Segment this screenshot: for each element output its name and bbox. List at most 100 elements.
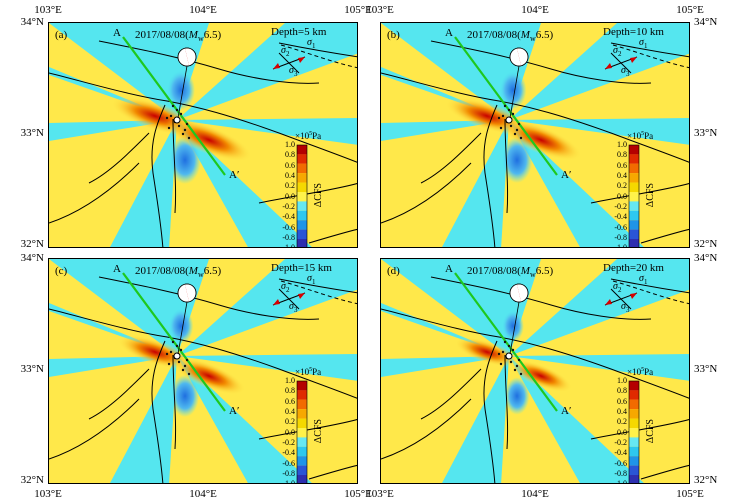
aftershock-dot xyxy=(501,114,505,118)
map-panel-b: (b) Depth=10 km 2017/08/08(Mw6.5) A A′ σ1 σ2 σ3… xyxy=(380,22,690,248)
sigma-index: 3 xyxy=(293,306,298,314)
positive-stress-lobe xyxy=(509,23,617,120)
fault-trace xyxy=(381,162,472,224)
aftershock-dot xyxy=(169,350,173,354)
y-tick-label: 34°N xyxy=(694,252,717,264)
colorbar-tick-label: 0.0 xyxy=(271,428,295,437)
y-tick-text: 33°N xyxy=(694,363,718,375)
x-tick-label: 103°E xyxy=(366,488,394,500)
aftershock-dot xyxy=(519,372,523,376)
colorbar-segment xyxy=(297,409,307,419)
colorbar-tick-text: -0.6 xyxy=(282,222,295,232)
x-tick-label: 105°E xyxy=(676,4,704,16)
aftershock-dot xyxy=(185,358,189,362)
event-date: 2017/08/08( xyxy=(135,29,189,41)
colorbar-tick-label: 0.6 xyxy=(603,396,627,406)
fault-trace xyxy=(590,419,689,440)
colorbar-segment xyxy=(629,381,639,391)
map-panel-c: (c) Depth=15 km 2017/08/08(Mw6.5) A A′ σ1 σ2 σ3… xyxy=(48,258,358,484)
colorbar-segment xyxy=(297,428,307,438)
colorbar-tick-label: -0.8 xyxy=(271,234,295,242)
event-label-d: 2017/08/08(Mw6.5) xyxy=(467,265,553,279)
event-label-b: 2017/08/08(Mw6.5) xyxy=(467,29,553,43)
negative-stress-lobe-north xyxy=(167,70,195,110)
fault-trace xyxy=(590,183,689,204)
colorbar-tick-label: 0.6 xyxy=(271,397,295,406)
inferred-fault-trace xyxy=(612,44,689,69)
negative-stress-lobe-north xyxy=(168,308,194,344)
fault-trace xyxy=(172,118,177,214)
fault-trace xyxy=(88,132,150,184)
sigma-symbol: σ xyxy=(621,65,626,76)
fault-trace xyxy=(278,278,357,294)
colorbar-tick-label: 0.2 xyxy=(603,182,627,190)
colorbar-tick-text: 1.0 xyxy=(285,140,295,149)
fault-trace xyxy=(483,104,498,247)
fault-trace xyxy=(278,42,357,58)
colorbar-tick-label: -0.6 xyxy=(271,459,295,468)
y-tick-text: 34°N xyxy=(20,252,44,264)
positive-stress-lobe xyxy=(177,259,285,356)
aftershock-dot xyxy=(165,352,169,356)
stress-map-c xyxy=(49,259,357,483)
colorbar-segment xyxy=(297,154,307,164)
x-tick-text: 104°E xyxy=(521,4,549,16)
colorbar-title-b: ΔCFS xyxy=(645,183,656,207)
focal-mechanism-beachball xyxy=(509,283,529,303)
y-tick-label: 33°N xyxy=(694,363,717,375)
stress-map-a xyxy=(49,23,357,247)
colorbar-segment xyxy=(297,381,307,391)
unit-suffix: Pa xyxy=(644,131,654,141)
colorbar-tick-text: 0.2 xyxy=(285,181,295,191)
aftershock-dot xyxy=(167,126,171,130)
map-panel-a: (a) Depth=5 km 2017/08/08(Mw6.5) A A′ σ1 σ2 σ3 ×… xyxy=(48,22,358,248)
y-tick-label: 32°N xyxy=(21,474,44,486)
sigma-symbol: σ xyxy=(613,45,618,56)
x-tick-text: 103°E xyxy=(34,4,62,16)
event-date: 2017/08/08( xyxy=(135,265,189,277)
colorbar-segment xyxy=(297,173,307,183)
x-tick-label: 105°E xyxy=(344,488,372,500)
colorbar-segment xyxy=(297,437,307,447)
colorbar-frame xyxy=(628,144,640,247)
y-tick-label: 34°N xyxy=(21,252,44,264)
colorbar-tick-label: 0.0 xyxy=(271,192,295,201)
colorbar-tick-label: 0.4 xyxy=(603,172,627,180)
positive-stress-lobe xyxy=(381,23,509,120)
fault-trace xyxy=(49,308,357,399)
fault-trace xyxy=(610,42,689,58)
x-tick-text: 103°E xyxy=(34,488,62,500)
fault-trace xyxy=(381,72,689,163)
aftershock-dot xyxy=(499,362,503,366)
unit-exponent: 5 xyxy=(309,131,313,137)
principal-stress-axes-icon xyxy=(272,52,306,74)
profile-end-label-a: A′ xyxy=(229,169,239,181)
colorbar-title-d: ΔCFS xyxy=(645,419,656,443)
x-tick-label: 105°E xyxy=(344,4,372,16)
sigma-symbol: σ xyxy=(639,37,644,48)
y-tick-text: 34°N xyxy=(694,252,718,264)
sigma-index: 1 xyxy=(643,42,648,50)
colorbar-tick-text: -0.8 xyxy=(614,233,627,243)
profile-end-text: A′ xyxy=(561,169,572,181)
map-panel-d: (d) Depth=20 km 2017/08/08(Mw6.5) A A′ σ1 σ2 σ3… xyxy=(380,258,690,484)
profile-end-text: A′ xyxy=(561,405,572,417)
aftershock-dot xyxy=(517,358,521,362)
colorbar-tick-text: 0.6 xyxy=(617,396,627,406)
colorbar-segment xyxy=(297,163,307,174)
sigma-s2-label-b: σ2 xyxy=(613,45,621,58)
colorbar-segment xyxy=(629,220,639,230)
y-tick-text: 32°N xyxy=(694,474,718,486)
colorbar-segment xyxy=(297,465,307,475)
colorbar-tick-text: -1.0 xyxy=(614,479,627,484)
aftershock-dot xyxy=(515,364,519,368)
magnitude-value: 6.5) xyxy=(535,29,554,41)
magnitude-value: 6.5) xyxy=(203,265,222,277)
sigma-s2-label-c: σ2 xyxy=(281,281,289,294)
principal-stress-axes-icon xyxy=(604,52,638,74)
epicenter-marker xyxy=(505,116,513,124)
colorbar-tick-text: -0.2 xyxy=(282,438,295,448)
colorbar-tick-text: 1.0 xyxy=(285,376,295,385)
profile-end-text: A′ xyxy=(229,405,240,417)
